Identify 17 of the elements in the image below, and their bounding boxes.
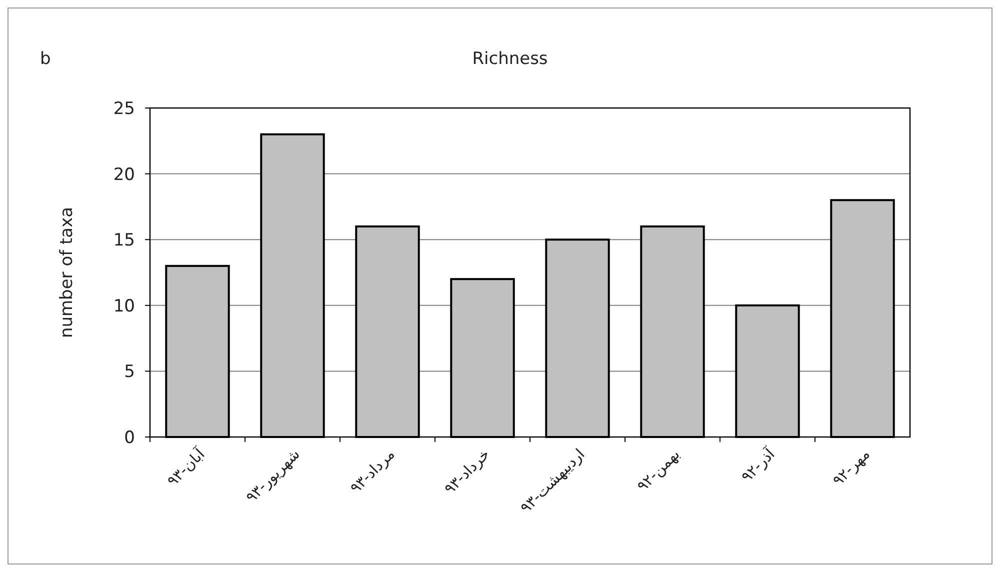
x-tick-label: بهمن-۹۲: [633, 445, 684, 496]
x-tick-label: خرداد-۹۳: [440, 445, 494, 498]
x-tick-label: اردیبهشت-۹۳: [516, 445, 588, 517]
y-tick-label: 15: [113, 230, 135, 251]
y-tick-label: 20: [113, 164, 135, 185]
x-tick-label: مهر-۹۲: [828, 445, 874, 490]
x-tick-label: شهریور-۹۳: [242, 445, 304, 506]
y-tick-label: 5: [124, 362, 135, 382]
x-tick-label: آذر-۹۲: [736, 444, 779, 486]
text: b: [40, 49, 51, 69]
chart-title: Richness: [472, 49, 548, 69]
y-tick-label: 0: [124, 428, 135, 448]
y-tick-label: 10: [113, 296, 135, 316]
x-tick-label: مرداد-۹۳: [346, 445, 398, 497]
y-tick-label: 25: [113, 99, 135, 119]
x-tick-label: آبان-۹۳: [162, 444, 209, 490]
y-axis-title: number of taxa: [57, 206, 77, 338]
